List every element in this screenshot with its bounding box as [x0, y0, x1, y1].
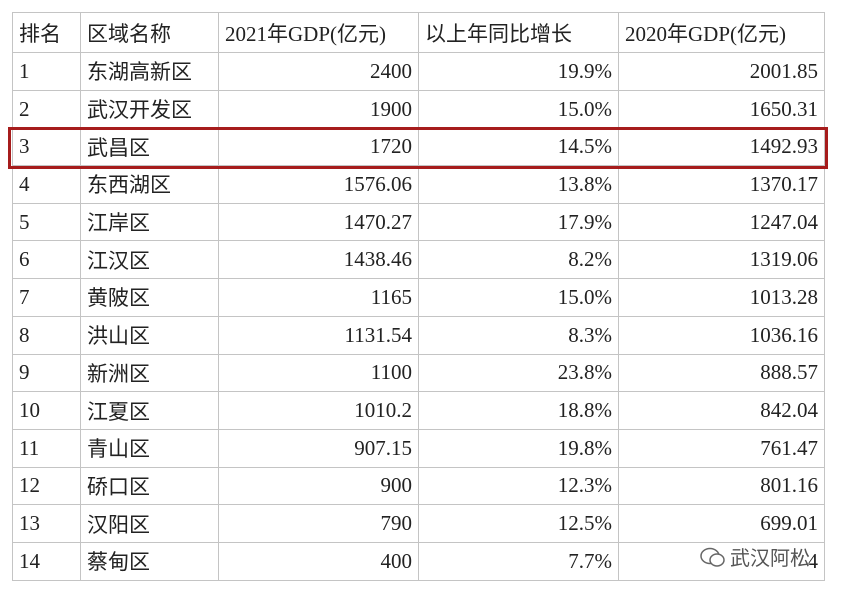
table-cell: 15.0% — [418, 89, 619, 129]
table-cell: 13 — [12, 504, 81, 543]
table-cell: 1576.06 — [218, 165, 419, 204]
table-cell: 761.47 — [618, 428, 825, 468]
table-cell: 黄陂区 — [80, 278, 219, 317]
table-cell: 18.8% — [418, 391, 619, 430]
table-cell: 9 — [12, 353, 81, 393]
header-cell: 2021年GDP(亿元) — [218, 12, 419, 53]
table-cell: 6 — [12, 240, 81, 280]
watermark: 武汉阿松 — [700, 542, 810, 571]
header-cell: 2020年GDP(亿元) — [618, 12, 825, 53]
table-cell: 790 — [218, 504, 419, 543]
table-cell: 12.3% — [418, 466, 619, 506]
table-cell: 蔡甸区 — [80, 541, 219, 581]
table-row: 9 新洲区 1100 23.8% 888.57 — [12, 353, 825, 393]
table-cell: 842.04 — [618, 391, 825, 430]
table-cell: 801.16 — [618, 466, 825, 506]
table-cell: 武昌区 — [80, 127, 219, 167]
table-cell: 东西湖区 — [80, 165, 219, 204]
table-cell: 1165 — [218, 278, 419, 317]
table-cell: 1100 — [218, 353, 419, 393]
table-cell: 907.15 — [218, 428, 419, 468]
table-cell: 5 — [12, 202, 81, 242]
table-cell: 汉阳区 — [80, 504, 219, 543]
table-cell: 14 — [12, 541, 81, 581]
table-row: 8 洪山区 1131.54 8.3% 1036.16 — [12, 315, 825, 355]
table-cell: 900 — [218, 466, 419, 506]
table-row: 5 江岸区 1470.27 17.9% 1247.04 — [12, 202, 825, 242]
table-cell: 15.0% — [418, 278, 619, 317]
table-row: 10 江夏区 1010.2 18.8% 842.04 — [12, 391, 825, 430]
table-cell: 19.9% — [418, 52, 619, 91]
highlight-box — [8, 127, 828, 169]
table-cell: 1 — [12, 52, 81, 91]
header-row: 排名 区域名称 2021年GDP(亿元) 以上年同比增长 2020年GDP(亿元) — [12, 12, 825, 53]
table-cell: 10 — [12, 391, 81, 430]
table-row: 12 硚口区 900 12.3% 801.16 — [12, 466, 825, 506]
table-row: 2 武汉开发区 1900 15.0% 1650.31 — [12, 89, 825, 129]
table-cell: 1370.17 — [618, 165, 825, 204]
table-cell: 1013.28 — [618, 278, 825, 317]
table-cell: 17.9% — [418, 202, 619, 242]
table-row: 14 蔡甸区 400 7.7% 4 — [12, 541, 825, 581]
table-cell: 1010.2 — [218, 391, 419, 430]
table-cell: 1438.46 — [218, 240, 419, 280]
table-cell: 1131.54 — [218, 315, 419, 355]
table-cell: 新洲区 — [80, 353, 219, 393]
table-row: 11 青山区 907.15 19.8% 761.47 — [12, 428, 825, 468]
table-cell: 硚口区 — [80, 466, 219, 506]
table-row: 4 东西湖区 1576.06 13.8% 1370.17 — [12, 165, 825, 204]
table-cell: 东湖高新区 — [80, 52, 219, 91]
table-cell: 1650.31 — [618, 89, 825, 129]
table-cell: 23.8% — [418, 353, 619, 393]
table-cell: 江夏区 — [80, 391, 219, 430]
table-cell: 7 — [12, 278, 81, 317]
table-cell: 江岸区 — [80, 202, 219, 242]
table-cell: 武汉开发区 — [80, 89, 219, 129]
watermark-text: 武汉阿松 — [730, 548, 810, 570]
table-cell: 2400 — [218, 52, 419, 91]
table-cell: 2 — [12, 89, 81, 129]
table-cell: 青山区 — [80, 428, 219, 468]
table-cell: 1247.04 — [618, 202, 825, 242]
table-row: 13 汉阳区 790 12.5% 699.01 — [12, 504, 825, 543]
table-cell: 12 — [12, 466, 81, 506]
table-cell: 12.5% — [418, 504, 619, 543]
table-cell: 400 — [218, 541, 419, 581]
table-cell: 8.2% — [418, 240, 619, 280]
table-cell: 11 — [12, 428, 81, 468]
table-cell: 4 — [12, 165, 81, 204]
table-row: 6 江汉区 1438.46 8.2% 1319.06 — [12, 240, 825, 280]
table-row: 1 东湖高新区 2400 19.9% 2001.85 — [12, 52, 825, 91]
table-cell: 洪山区 — [80, 315, 219, 355]
table-row: 7 黄陂区 1165 15.0% 1013.28 — [12, 278, 825, 317]
header-cell: 区域名称 — [80, 12, 219, 53]
wechat-icon — [700, 547, 725, 567]
table-cell: 1900 — [218, 89, 419, 129]
header-cell: 排名 — [12, 12, 81, 53]
table-cell: 888.57 — [618, 353, 825, 393]
table-cell: 1319.06 — [618, 240, 825, 280]
table-cell: 1720 — [218, 127, 419, 167]
table-cell: 699.01 — [618, 504, 825, 543]
header-cell: 以上年同比增长 — [418, 12, 619, 53]
table-cell: 2001.85 — [618, 52, 825, 91]
table-cell: 1470.27 — [218, 202, 419, 242]
table-cell: 19.8% — [418, 428, 619, 468]
table-cell: 8 — [12, 315, 81, 355]
table-body: 1 东湖高新区 2400 19.9% 2001.85 2 武汉开发区 1900 15.0% 165… — [12, 52, 825, 581]
table-cell: 1036.16 — [618, 315, 825, 355]
table-cell: 江汉区 — [80, 240, 219, 280]
table-cell: 7.7% — [418, 541, 619, 581]
table-cell: 13.8% — [418, 165, 619, 204]
table-cell: 8.3% — [418, 315, 619, 355]
